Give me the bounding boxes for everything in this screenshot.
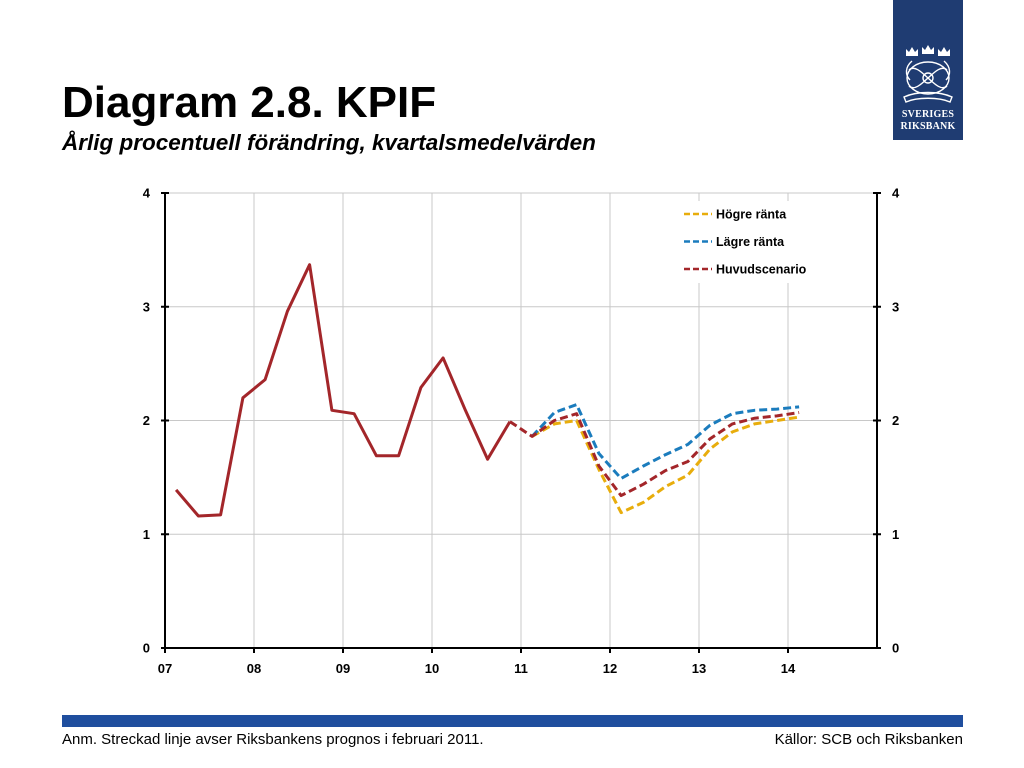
left-y-tick-label: 2	[143, 413, 150, 428]
x-tick-label: 07	[158, 661, 172, 676]
series-line-huvudscenario	[509, 411, 800, 498]
x-tick-label: 08	[247, 661, 261, 676]
right-y-tick-label: 1	[892, 527, 899, 542]
legend-item-lagre-ranta: Lägre ränta	[684, 235, 785, 249]
crown-icon	[906, 47, 918, 56]
footnote: Anm. Streckad linje avser Riksbankens pr…	[62, 731, 484, 748]
sources-note: Källor: SCB och Riksbanken	[774, 731, 963, 748]
legend-item-huvudscenario: Huvudscenario	[684, 262, 807, 276]
emblem-ornament-icon	[903, 60, 953, 103]
series-lines	[174, 263, 800, 518]
right-y-tick-label: 0	[892, 641, 899, 656]
riksbank-logo: SVERIGES RIKSBANK	[893, 0, 963, 140]
crown-icon	[922, 45, 934, 54]
x-tick-label: 12	[603, 661, 617, 676]
x-tick-label: 13	[692, 661, 706, 676]
left-y-tick-label: 4	[143, 186, 151, 201]
left-y-tick-label: 1	[143, 527, 150, 542]
crown-icon	[938, 47, 950, 56]
right-y-tick-label: 2	[892, 413, 899, 428]
series-line-outcome	[174, 263, 512, 518]
axes	[161, 192, 881, 653]
x-tick-label: 14	[781, 661, 796, 676]
x-tick-label: 10	[425, 661, 439, 676]
footer-bar	[62, 715, 963, 727]
series-line-hogre-ranta	[531, 415, 800, 515]
x-tick-label: 09	[336, 661, 350, 676]
legend-label: Huvudscenario	[716, 262, 807, 276]
x-tick-label: 11	[514, 661, 528, 676]
series-line-lagre-ranta	[531, 403, 800, 480]
slide-title: Diagram 2.8. KPIF	[62, 78, 437, 127]
left-y-tick-label: 3	[143, 299, 150, 314]
right-y-tick-label: 4	[892, 186, 900, 201]
tick-labels: 0 01 12 23 34 407 08 09 10 11 12 13 14	[143, 186, 900, 676]
legend: Högre ränta Lägre ränta Huvudscenario	[679, 201, 831, 283]
legend-item-hogre-ranta: Högre ränta	[684, 207, 787, 221]
legend-label: Lägre ränta	[716, 235, 785, 249]
legend-label: Högre ränta	[716, 207, 787, 221]
right-y-tick-label: 3	[892, 299, 899, 314]
logo-text-sveriges: SVERIGES	[901, 109, 955, 120]
logo-text-riksbank: RIKSBANK	[900, 121, 956, 132]
riksbank-crowns-emblem-icon	[903, 45, 953, 103]
slide-subtitle: Årlig procentuell förändring, kvartalsme…	[62, 130, 596, 155]
left-y-tick-label: 0	[143, 641, 150, 656]
